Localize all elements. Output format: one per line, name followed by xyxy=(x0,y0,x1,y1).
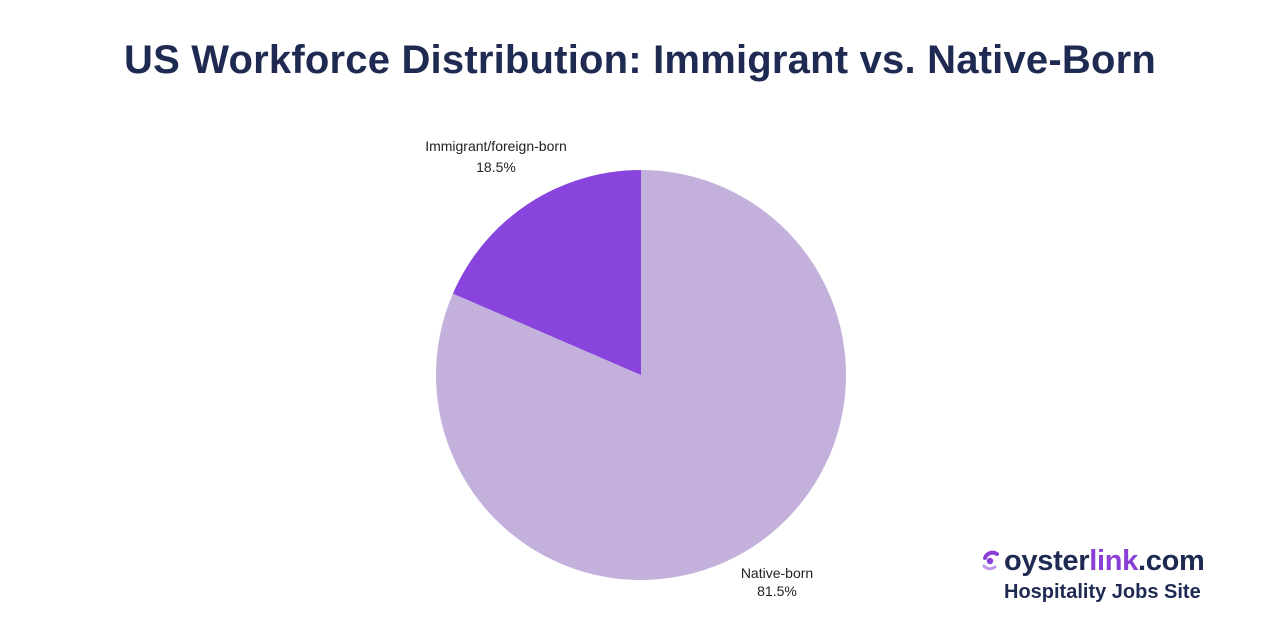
brand-name: oysterlink.com xyxy=(1004,545,1205,578)
chart-title: US Workforce Distribution: Immigrant vs.… xyxy=(123,38,1157,82)
oyster-logo-icon xyxy=(980,546,1002,576)
brand-logo: oysterlink.com Hospitality Jobs Site xyxy=(980,541,1250,613)
brand-tagline: Hospitality Jobs Site xyxy=(1004,581,1201,603)
brand-name-row: oysterlink.com xyxy=(980,541,1205,581)
brand-name-part2: link xyxy=(1089,544,1139,577)
slice-value-label: 18.5% xyxy=(476,159,516,175)
pie-slice-immigrant-foreign-born xyxy=(452,170,641,375)
brand-name-part1: oyster xyxy=(1004,544,1090,577)
slice-label: Native-born xyxy=(741,565,813,581)
slice-value-label: 81.5% xyxy=(757,583,797,599)
slice-label: Immigrant/foreign-born xyxy=(425,138,567,154)
brand-name-part3: .com xyxy=(1138,544,1205,577)
